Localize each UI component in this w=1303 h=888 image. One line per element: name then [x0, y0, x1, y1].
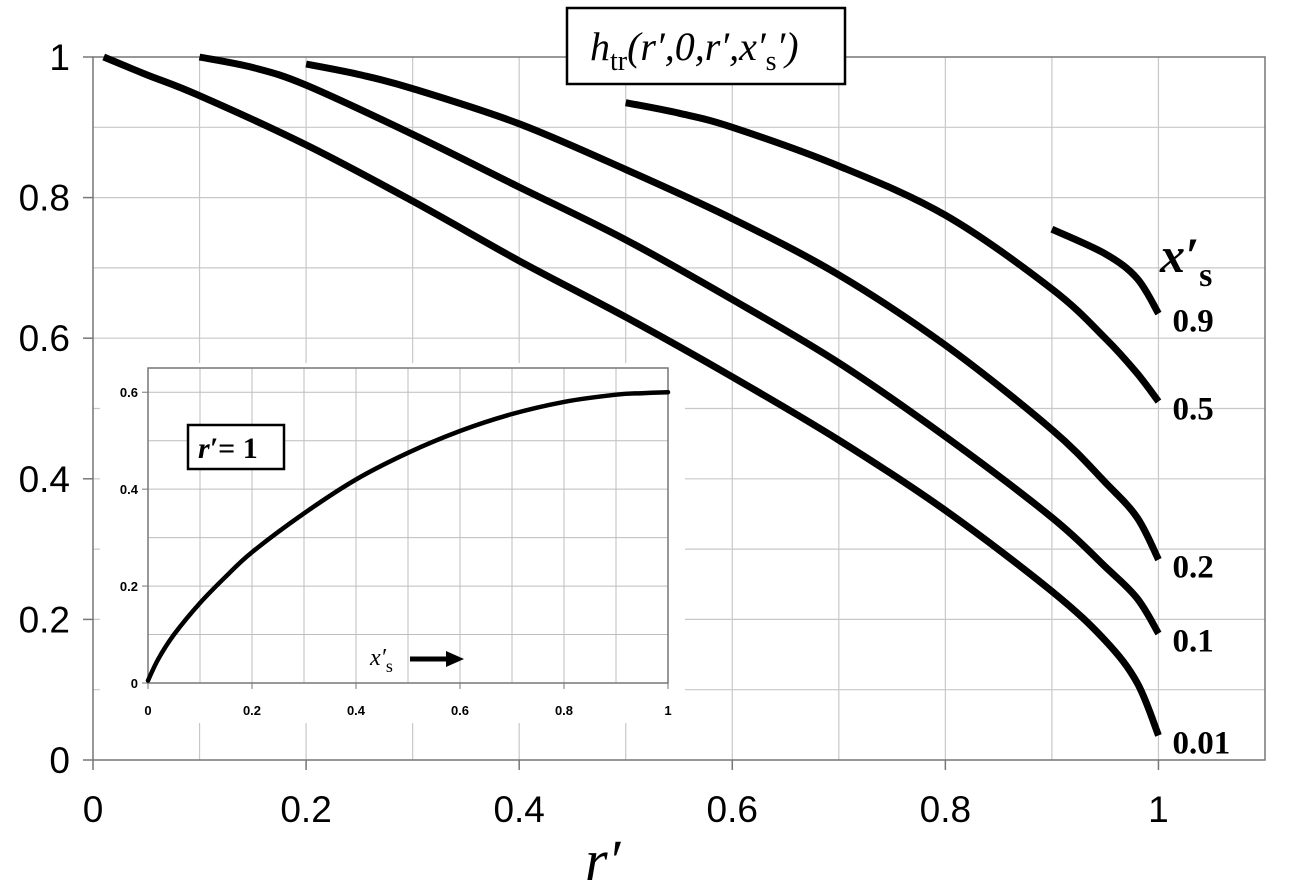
- legend-title: x′s: [1159, 227, 1212, 294]
- inset-x-tick-label: 0.8: [555, 703, 573, 718]
- inset-series: [145, 389, 671, 683]
- series-labels: 0.01 0.1 0.2 0.5 0.9: [1172, 304, 1230, 762]
- series-line-0.2: [305, 60, 1162, 562]
- series-label-0.2: 0.2: [1172, 550, 1213, 586]
- main-series: [102, 53, 1162, 737]
- series-line-0.9: [1050, 226, 1162, 316]
- title-box: [565, 6, 847, 86]
- inset-x-tick-label: 0: [144, 703, 151, 718]
- y-tick-label: 0.4: [19, 459, 70, 500]
- series-line-0.1: [198, 53, 1162, 636]
- inset-y-tick-label: 0.6: [120, 385, 138, 400]
- y-tick-label: 0.6: [19, 318, 70, 359]
- y-tick-label: 0.2: [19, 599, 70, 640]
- inset-background: [100, 363, 685, 723]
- inset-x-axis-label: x′s: [369, 645, 464, 676]
- y-tick-label: 0.8: [19, 178, 70, 219]
- x-tick-label: 1: [1148, 789, 1169, 830]
- inset-chart: 0 0.2 0.4 0.6 0.8 1 0 0.2 0.4 0.6 r′= 1 x′s: [100, 363, 685, 723]
- series-line-0.01: [102, 53, 1162, 737]
- inset-axis-ticks: 0 0.2 0.4 0.6 0.8 1 0 0.2 0.4 0.6: [120, 385, 672, 718]
- inset-label: r′= 1: [186, 423, 286, 471]
- x-axis-label: r′: [585, 828, 622, 888]
- series-label-0.01: 0.01: [1172, 725, 1230, 761]
- series-line-0.5: [625, 99, 1162, 404]
- series-label-0.1: 0.1: [1172, 623, 1213, 659]
- title-text: htr(r′,0,r′,x′s′): [590, 24, 799, 77]
- y-tick-label: 1: [49, 37, 70, 78]
- inset-grid: [148, 368, 668, 683]
- y-tick-label: 0: [49, 740, 70, 781]
- chart-title: htr(r′,0,r′,x′s′): [565, 6, 847, 86]
- inset-x-tick-label: 0.6: [451, 703, 469, 718]
- inset-label-text: r′= 1: [198, 432, 258, 465]
- x-tick-label: 0.6: [707, 789, 758, 830]
- inset-frame: [147, 367, 669, 684]
- series-label-0.5: 0.5: [1172, 391, 1213, 427]
- inset-x-tick-label: 0.2: [243, 703, 261, 718]
- x-tick-label: 0.8: [920, 789, 971, 830]
- inset-x-tick-label: 1: [664, 703, 671, 718]
- x-tick-label: 0: [83, 789, 104, 830]
- main-axis-ticks: 0 0.2 0.4 0.6 0.8 1 0 0.2 0.4 0.6 0.8 1: [19, 37, 1169, 830]
- inset-curve: [145, 389, 671, 683]
- inset-y-tick-label: 0: [131, 676, 138, 691]
- series-label-0.9: 0.9: [1172, 304, 1213, 340]
- inset-y-tick-label: 0.2: [120, 579, 138, 594]
- x-tick-label: 0.2: [280, 789, 331, 830]
- arrow-right-icon: [410, 651, 464, 667]
- inset-label-box: [186, 423, 286, 471]
- x-tick-label: 0.4: [493, 789, 544, 830]
- inset-xlabel-text: x′s: [369, 645, 393, 676]
- inset-x-tick-label: 0.4: [347, 703, 366, 718]
- inset-y-tick-label: 0.4: [120, 482, 139, 497]
